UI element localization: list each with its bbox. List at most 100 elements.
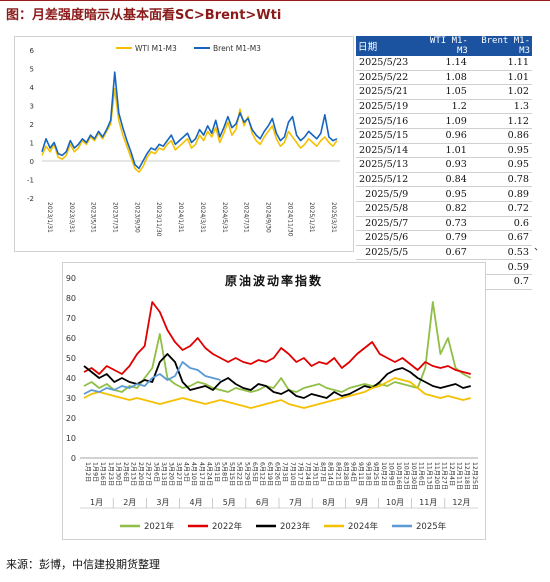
chart2-series-line [83,377,471,409]
chart1-x-tick-label: 2024/7/31 [243,202,250,233]
cell-wti: 1.01 [418,143,470,159]
figure-title: 图：月差强度暗示从基本面看SC>Brent>Wti [6,8,282,23]
chart2-month-label: 2月 [123,498,136,507]
cell-date: 2025/5/21 [356,84,419,100]
chart2-x-tick-label: 2月6日 [122,462,129,482]
cell-wti: 0.95 [418,186,470,202]
cell-brent: 0.72 [469,201,532,217]
chart1-y-tick-label: 2 [30,121,34,129]
table-row: 2025/5/21 1.05 1.02 [356,84,532,100]
chart2-month-label: 5月 [223,498,236,507]
table-row: 2025/5/13 0.93 0.95 [356,157,532,173]
chart2-x-tick-label: 1月2日 [84,462,91,482]
chart2-title: 原油波动率指数 [225,273,323,288]
cell-wti: 0.79 [418,230,470,246]
cell-brent: 1.3 [469,99,532,115]
chart2-y-tick-label: 80 [66,294,76,303]
table-row: 2025/5/8 0.82 0.72 [356,201,532,217]
chart1-y-tick-label: 1 [30,140,34,148]
chart1-series-brent-line [41,71,338,170]
cell-wti: 0.84 [418,172,470,188]
chart2-y-tick-label: 40 [66,374,76,383]
cell-wti: 1.09 [418,113,470,129]
cell-date: 2025/5/12 [356,172,419,188]
chart2-x-tick-label: 2月20日 [137,462,144,486]
source-note: 来源：彭博，中信建投期货整理 [6,558,160,571]
chart2-series-line [83,361,221,395]
chart2-series-line [83,301,472,393]
chart1-x-tick-label: 2024/3/31 [199,202,206,233]
spread-table: 日期 WTI M1-M3 Brent M1-M3 2025/5/23 1.14 1.… [356,36,532,290]
chart2-x-tick-label: 5月29日 [243,462,250,486]
table-row: 2025/5/22 1.08 1.01 [356,70,532,86]
table-body: 2025/5/23 1.14 1.11 2025/5/22 1.08 1.01 2025/5… [356,56,532,290]
chart1-y-tick-label: 5 [30,66,34,74]
chart2-x-tick-label: 7月3日 [281,462,288,482]
chart2-month-label: 11月 [419,498,437,507]
chart2-x-tick-label: 9月18日 [365,462,372,486]
chart2-legend-label: 2021年 [144,521,175,532]
chart2-month-label: 10月 [386,498,404,507]
chart2-x-tick-label: 8月7日 [319,462,326,482]
chart1-x-tick-label: 2023/11/30 [155,202,162,237]
chart2-x-tick-label: 11月20日 [433,462,440,490]
cell-date: 2025/5/15 [356,128,419,144]
table-row: 2025/5/12 0.84 0.78 [356,172,532,188]
chart2-y-tick-label: 20 [66,414,76,423]
chart2-legend-label: 2022年 [212,521,243,532]
chart1-x-tick-label: 2025/3/31 [330,202,337,233]
chart2-y-tick-label: 10 [66,434,76,443]
chart2-x-tick-label: 9月11日 [357,462,364,486]
cell-date: 2025/5/14 [356,143,419,159]
chart2-x-tick-label: 1月23日 [107,462,114,486]
chart2-x-tick-label: 3月6日 [152,462,159,482]
chart1-x-tick-label: 2024/1/31 [177,202,184,233]
cell-wti: 0.67 [418,245,470,261]
chart2-x-tick-label: 7月31日 [312,462,319,486]
cell-date: 2025/5/7 [356,216,419,232]
chart2-x-tick-label: 3月27日 [175,462,182,486]
chart1-y-tick-label: -2 [27,195,34,203]
cell-date: 2025/5/9 [356,186,419,202]
chart2-month-label: 3月 [156,498,169,507]
cell-brent: 1.02 [469,84,532,100]
chart1-x-tick-label: 2024/9/30 [264,202,271,233]
chart2-y-tick-label: 50 [66,354,76,363]
table-row: 2025/5/6 0.79 0.67 [356,230,532,246]
corner-mark: 、 [534,242,544,253]
cell-brent: 0.95 [469,157,532,173]
cell-brent: 0.95 [469,143,532,159]
cell-brent: 1.11 [469,56,532,71]
chart2-month-label: 4月 [190,498,203,507]
chart2-x-tick-label: 10月2日 [380,462,387,486]
chart2-x-tick-label: 12月4日 [448,462,455,486]
chart2-x-tick-label: 2月27日 [145,462,152,486]
spread-table-panel: 日期 WTI M1-M3 Brent M1-M3 2025/5/23 1.14 1.… [356,36,532,290]
chart2-y-tick-label: 70 [66,314,76,323]
chart2-x-tick-label: 6月5日 [251,462,258,482]
cell-brent: 0.86 [469,128,532,144]
cell-brent: 0.6 [469,216,532,232]
table-row: 2025/5/23 1.14 1.11 [356,56,532,71]
chart2-month-label: 9月 [355,498,368,507]
chart1-x-tick-label: 2024/5/31 [221,202,228,233]
cell-brent: 0.78 [469,172,532,188]
chart2-x-tick-label: 11月6日 [418,462,425,486]
cell-brent: 0.67 [469,230,532,246]
chart1-x-tick-label: 2023/3/31 [68,202,75,233]
header-brent: Brent M1-M3 [469,36,532,56]
chart2-x-tick-label: 8月28日 [342,462,349,486]
chart1-legend-label: WTI M1-M3 [135,44,177,53]
cell-brent: 1.01 [469,70,532,86]
chart1-legend-label: Brent M1-M3 [213,44,261,53]
chart2-x-tick-label: 9月4日 [349,462,356,482]
chart2-x-tick-label: 5月8日 [221,462,228,482]
chart1-x-tick-label: 2023/7/31 [112,202,119,233]
header-date: 日期 [356,36,419,56]
table-row: 2025/5/7 0.73 0.6 [356,216,532,232]
cell-date: 2025/5/8 [356,201,419,217]
chart2-x-tick-label: 3月20日 [167,462,174,486]
chart2-x-tick-label: 4月17日 [198,462,205,486]
cell-date: 2025/5/23 [356,56,419,71]
